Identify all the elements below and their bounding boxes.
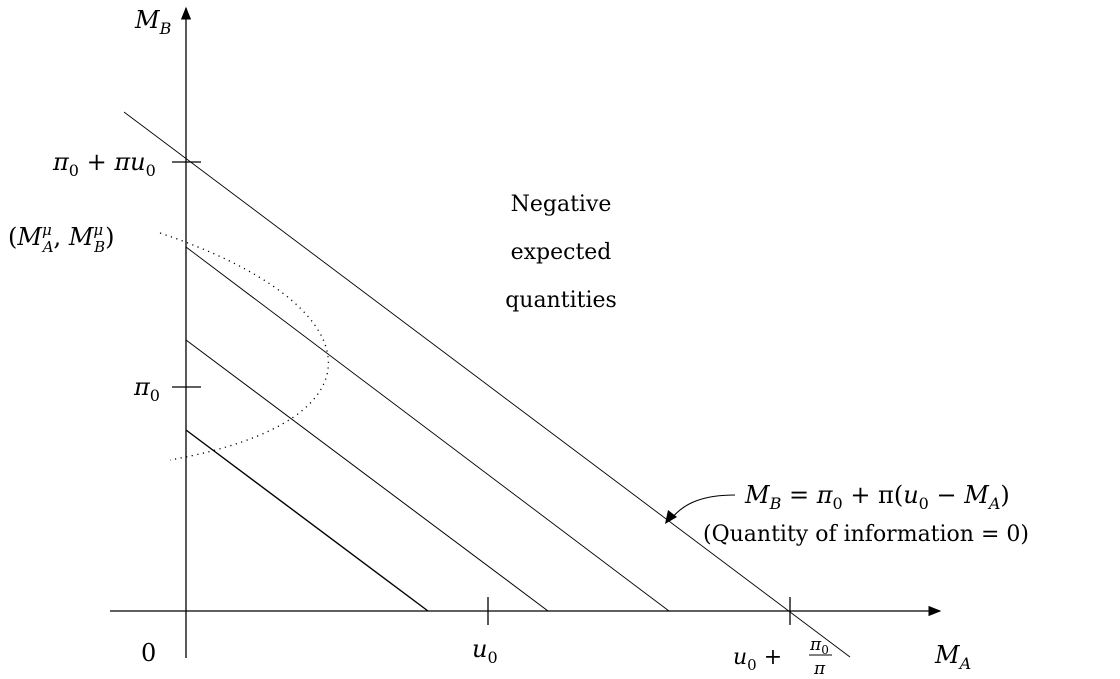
svg-text:u0 +: u0 + — [733, 645, 782, 674]
vertex-point-label: (Mμ A, Mμ B) — [8, 221, 115, 256]
y-tick-upper-label: π0 + πu0 — [52, 148, 156, 180]
equation-pointer — [671, 494, 736, 519]
region-text-line-3: quantities — [505, 288, 617, 313]
iso-line-3 — [185, 246, 670, 612]
dotted-parabola — [159, 232, 329, 461]
region-text-line-1: Negative — [511, 192, 612, 217]
svg-text:π: π — [813, 659, 826, 679]
line-equation-note: (Quantity of information = 0) — [703, 522, 1029, 547]
svg-text:π0: π0 — [809, 635, 829, 657]
x-tick-u0-label: u0 — [472, 635, 498, 667]
region-text-line-2: expected — [511, 240, 612, 265]
x-axis-label: MA — [934, 641, 971, 673]
y-axis-label: MB — [134, 6, 172, 38]
iso-line-2 — [185, 339, 549, 612]
y-tick-lower-label: π0 — [133, 373, 160, 405]
line-equation-label: MB = π0 + π(u0 − MA) — [744, 481, 1010, 513]
x-tick-max-label: u0 + π0 π — [733, 635, 832, 679]
iso-line-zero-information — [123, 111, 851, 658]
iso-line-1 — [185, 429, 429, 612]
origin-label: 0 — [141, 639, 156, 667]
equation-pointer-head — [665, 510, 677, 524]
